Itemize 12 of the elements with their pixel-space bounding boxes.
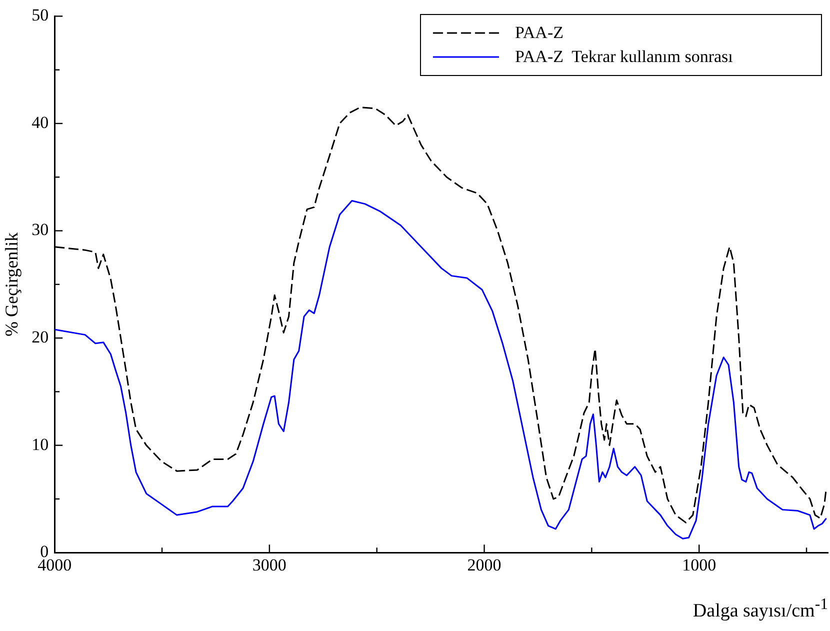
y-tick-label: 20 xyxy=(32,328,49,347)
x-tick-label: 1000 xyxy=(682,555,716,574)
y-tick-label: 40 xyxy=(32,112,49,132)
legend-label: PAA-Z Tekrar kullanım sonrası xyxy=(515,47,733,67)
x-tick-label: 2000 xyxy=(467,555,502,574)
x-axis-title: Dalga sayısı/cm$^{-1}$ xyxy=(692,596,828,622)
x-tick-label: 3000 xyxy=(252,555,286,574)
y-tick-label: 10 xyxy=(32,434,49,454)
y-axis-title: % Geçirgenlik xyxy=(2,232,22,336)
y-tick-label: 50 xyxy=(32,6,49,25)
y-tick-label: 30 xyxy=(32,220,49,240)
legend-label: PAA-Z xyxy=(515,23,564,43)
